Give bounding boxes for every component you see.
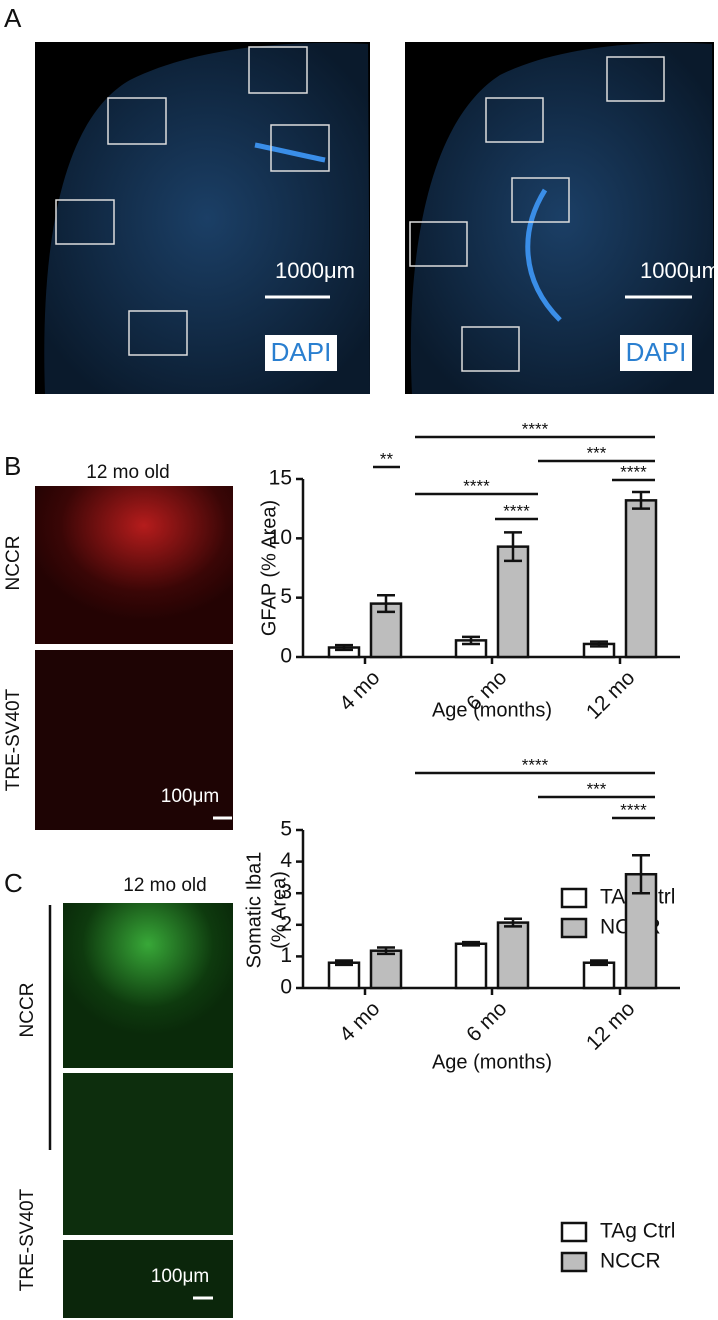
stain-label: DAPI	[626, 337, 687, 367]
iba1-image	[63, 903, 233, 1068]
error-bar	[590, 959, 608, 967]
error-bar	[632, 854, 650, 895]
y-axis-label: GFAP (% Area)	[258, 500, 280, 636]
significance-label: **	[380, 449, 394, 468]
error-bar	[462, 940, 480, 947]
bar	[624, 499, 658, 659]
significance-label: ****	[503, 501, 530, 520]
bar	[327, 961, 361, 990]
bar	[496, 545, 530, 659]
legend-swatch	[560, 917, 588, 939]
dapi-image	[405, 42, 714, 394]
y-tick-label: 3	[280, 881, 292, 904]
significance-label: ****	[620, 462, 647, 481]
row-label: NCCR	[17, 983, 38, 1038]
bar	[582, 961, 616, 990]
y-tick-label: 5	[280, 818, 292, 841]
y-tick-label: 10	[269, 526, 292, 549]
significance-label: ****	[620, 800, 647, 819]
scale-bar-label: 1000μm	[640, 258, 718, 283]
row-label: NCCR	[3, 536, 24, 591]
row-label: TRE-SV40T	[17, 1188, 38, 1291]
legend-label: NCCR	[600, 1250, 661, 1273]
y-tick-label: 1	[280, 944, 292, 967]
iba1-image	[63, 1240, 233, 1318]
x-tick-label: 6 mo	[462, 997, 511, 1046]
error-bar	[590, 640, 608, 648]
significance-label: ***	[587, 443, 607, 462]
error-bar	[377, 594, 395, 614]
error-bar	[632, 490, 650, 510]
panel-label: B	[4, 451, 21, 481]
scale-bar-label: 100μm	[161, 786, 219, 807]
iba1-image	[63, 1073, 233, 1235]
image-heading: 12 mo old	[123, 875, 206, 896]
y-axis-label: (% Area)	[268, 871, 290, 949]
x-tick-label: 4 mo	[335, 666, 384, 715]
legend-swatch	[560, 1221, 588, 1243]
x-axis-label: Age (months)	[432, 1051, 552, 1073]
significance-label: ****	[522, 419, 549, 438]
bar	[454, 942, 488, 990]
legend-swatch	[560, 1251, 588, 1273]
x-axis-label: Age (months)	[432, 699, 552, 721]
y-tick-label: 0	[280, 976, 292, 999]
panel-label: A	[4, 3, 22, 33]
y-tick-label: 2	[280, 912, 292, 935]
error-bar	[335, 959, 353, 967]
gfap-image	[35, 486, 233, 644]
significance-label: ***	[587, 779, 607, 798]
y-tick-label: 15	[269, 467, 292, 490]
y-axis-label: Somatic Iba1	[243, 852, 265, 969]
image-heading: 12 mo old	[86, 462, 169, 483]
x-tick-label: 4 mo	[335, 997, 384, 1046]
legend-swatch	[560, 887, 588, 909]
x-tick-label: 12 mo	[582, 666, 640, 724]
legend-label: TAg Ctrl	[600, 1220, 675, 1243]
y-tick-label: 0	[280, 645, 292, 668]
dapi-image	[35, 42, 371, 394]
error-bar	[377, 946, 395, 956]
error-bar	[504, 917, 522, 928]
error-bar	[462, 635, 480, 646]
gfap-image	[35, 650, 233, 830]
error-bar	[335, 643, 353, 652]
bar	[369, 949, 403, 990]
stain-label: DAPI	[271, 337, 332, 367]
significance-label: ****	[522, 755, 549, 774]
significance-label: ****	[463, 476, 490, 495]
panel-label: C	[4, 868, 23, 898]
y-tick-label: 4	[280, 849, 292, 872]
error-bar	[504, 531, 522, 563]
bar	[496, 921, 530, 990]
scale-bar-label: 1000μm	[275, 258, 355, 283]
x-tick-label: 12 mo	[582, 997, 640, 1055]
scale-bar-label: 100μm	[151, 1266, 209, 1287]
y-tick-label: 5	[280, 585, 292, 608]
row-label: TRE-SV40T	[3, 688, 24, 791]
